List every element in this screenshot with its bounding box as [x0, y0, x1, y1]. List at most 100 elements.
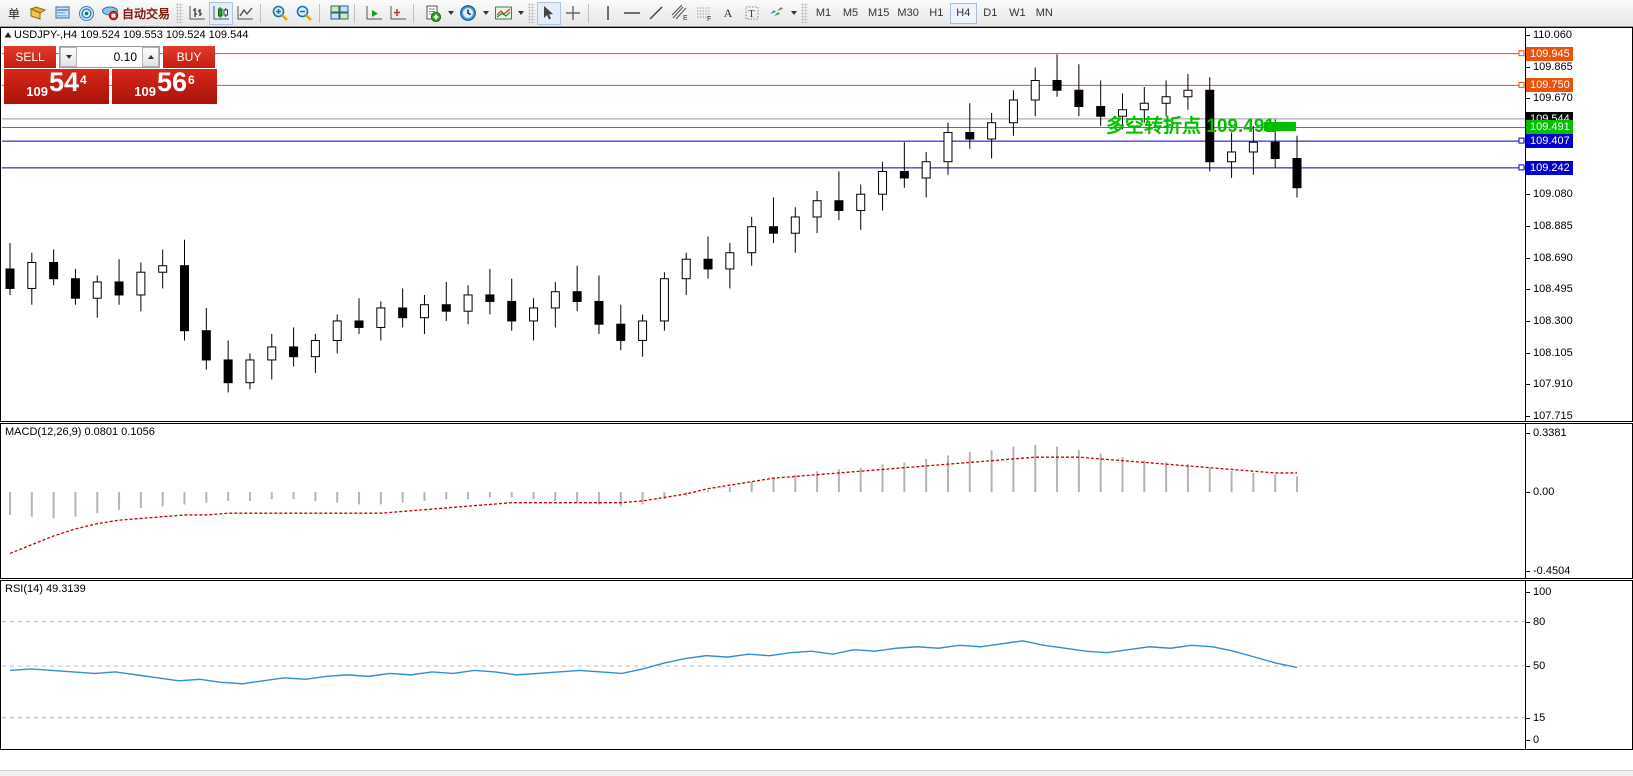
- chart-title: USDJPY-,H4 109.524 109.553 109.524 109.5…: [14, 29, 249, 41]
- volume-increment-icon[interactable]: [142, 47, 159, 67]
- rsi-tick: 50: [1526, 660, 1545, 672]
- volume-decrement-icon[interactable]: [60, 47, 77, 67]
- period-icon[interactable]: [456, 2, 480, 25]
- signals-icon[interactable]: [74, 2, 98, 25]
- zoom-in-icon[interactable]: [268, 2, 292, 25]
- line-chart-icon[interactable]: [233, 2, 257, 25]
- price-plot[interactable]: 多空转折点 109.491: [2, 29, 1525, 420]
- timeframe-m5[interactable]: M5: [842, 7, 859, 19]
- toolbar-grip-3[interactable]: [801, 3, 809, 23]
- toolbar-separator-3: [354, 3, 359, 23]
- templates-dropdown-icon[interactable]: [515, 2, 526, 24]
- equidistant-channel-icon[interactable]: E: [668, 2, 692, 25]
- bar-chart-icon[interactable]: [185, 2, 209, 25]
- folder-icon[interactable]: [26, 2, 50, 25]
- templates-icon[interactable]: [491, 2, 515, 25]
- tile-windows-icon[interactable]: [327, 2, 351, 25]
- trade-controls-row: SELL 0.10 BUY: [4, 46, 217, 68]
- chart-area: 多空转折点 109.491 110.060 109.865 109.670 109.0…: [0, 27, 1633, 776]
- timeframe-h4[interactable]: H4: [949, 2, 977, 24]
- chart-annotation-text: 多空转折点 109.491: [1106, 116, 1275, 138]
- timeframe-m1[interactable]: M1: [815, 7, 832, 19]
- rsi-pane[interactable]: 100 80 50 15 0 RSI(14) 49.3139: [0, 580, 1633, 750]
- rsi-scale: 100 80 50 15 0: [1526, 581, 1633, 749]
- macd-label: MACD(12,26,9) 0.0801 0.1056: [5, 426, 155, 438]
- price-tick: 108.300: [1526, 315, 1573, 327]
- svg-text:E: E: [683, 15, 688, 22]
- period-dropdown-icon[interactable]: [480, 2, 491, 24]
- rsi-tick: 15: [1526, 712, 1545, 724]
- svg-text:F: F: [707, 16, 711, 22]
- price-tick: 108.690: [1526, 252, 1573, 264]
- zoom-out-icon[interactable]: [292, 2, 316, 25]
- svg-text:T: T: [749, 9, 755, 20]
- shapes-icon[interactable]: [764, 2, 788, 25]
- macd-series: [9, 444, 1298, 555]
- rsi-tick: 0: [1526, 734, 1539, 746]
- candlestick-chart-icon[interactable]: [209, 1, 234, 25]
- auto-scroll-icon[interactable]: [386, 2, 410, 25]
- add-indicator-dropdown-icon[interactable]: [445, 2, 456, 24]
- macd-axis-line: [1525, 424, 1526, 578]
- toolbar-grip-2[interactable]: [528, 3, 536, 23]
- rsi-tick: 100: [1526, 586, 1551, 598]
- new-order-icon[interactable]: 单: [2, 2, 26, 25]
- volume-value[interactable]: 0.10: [113, 50, 137, 64]
- price-quote-row: 109 54 4 109 56 6: [4, 69, 217, 104]
- cursor-icon[interactable]: [537, 1, 562, 25]
- toolbar-grip[interactable]: [176, 3, 184, 23]
- timeframe-d1[interactable]: D1: [983, 7, 998, 19]
- timeframe-m30[interactable]: M30: [897, 7, 919, 19]
- macd-pane[interactable]: 0.3381 0.00 -0.4504 MACD(12,26,9) 0.0801 0…: [0, 423, 1633, 579]
- price-tick: 108.495: [1526, 283, 1573, 295]
- fibonacci-icon[interactable]: F: [692, 2, 716, 25]
- text-icon[interactable]: T: [740, 2, 764, 25]
- chart-collapse-icon[interactable]: [4, 31, 12, 39]
- price-tick: 109.080: [1526, 188, 1573, 200]
- price-level-badge[interactable]: 109.491: [1526, 120, 1573, 135]
- one-click-trading-panel[interactable]: SELL 0.10 BUY 109 54 4 109 56 6: [4, 46, 217, 104]
- timeframe-w1[interactable]: W1: [1009, 7, 1026, 19]
- buy-button[interactable]: BUY: [163, 46, 215, 68]
- rsi-axis-line: [1525, 581, 1526, 749]
- shapes-dropdown-icon[interactable]: [788, 2, 799, 24]
- terminal-icon[interactable]: [50, 2, 74, 25]
- toolbar-separator: [260, 3, 265, 23]
- new-order-label: 单: [7, 6, 20, 21]
- price-pane[interactable]: 多空转折点 109.491 110.060 109.865 109.670 109.0…: [0, 27, 1633, 422]
- chart-annotation-marker: [1264, 122, 1296, 132]
- rsi-plot[interactable]: [2, 582, 1525, 748]
- crosshair-icon[interactable]: [561, 2, 585, 25]
- vertical-line-icon[interactable]: [596, 2, 620, 25]
- status-bar: [0, 770, 1633, 776]
- price-level-badge[interactable]: 109.407: [1526, 134, 1573, 149]
- add-indicator-icon[interactable]: [421, 2, 445, 25]
- price-tick: 108.105: [1526, 347, 1573, 359]
- autotrading-icon[interactable]: [98, 2, 122, 25]
- price-level-badge[interactable]: 109.750: [1526, 78, 1573, 93]
- volume-stepper[interactable]: 0.10: [59, 46, 160, 68]
- horizontal-line-icon[interactable]: [620, 2, 644, 25]
- toolbar-separator-2: [319, 3, 324, 23]
- bid-price[interactable]: 109 54 4: [4, 69, 109, 104]
- macd-tick: 0.3381: [1526, 427, 1567, 439]
- price-level-badge[interactable]: 109.945: [1526, 46, 1573, 61]
- autotrade-label[interactable]: 自动交易: [122, 6, 171, 21]
- price-level-badge[interactable]: 109.242: [1526, 160, 1573, 175]
- sell-button[interactable]: SELL: [4, 46, 56, 68]
- timeframe-mn[interactable]: MN: [1035, 7, 1053, 19]
- timeframe-h1[interactable]: H1: [929, 7, 944, 19]
- price-scale[interactable]: 110.060 109.865 109.670 109.080 108.885 108.6…: [1526, 28, 1633, 422]
- bid-big-figure: 109: [26, 84, 48, 99]
- macd-plot[interactable]: [2, 425, 1525, 577]
- ask-price[interactable]: 109 56 6: [112, 69, 217, 104]
- price-tick: 109.670: [1526, 92, 1573, 104]
- bid-fraction: 4: [80, 73, 87, 87]
- trendline-icon[interactable]: [644, 2, 668, 25]
- chart-shift-icon[interactable]: [362, 2, 386, 25]
- price-tick: 108.885: [1526, 220, 1573, 232]
- main-toolbar: 单 自动交易: [0, 0, 1633, 27]
- timeframe-m15[interactable]: M15: [868, 7, 890, 19]
- text-label-icon[interactable]: A: [723, 5, 733, 20]
